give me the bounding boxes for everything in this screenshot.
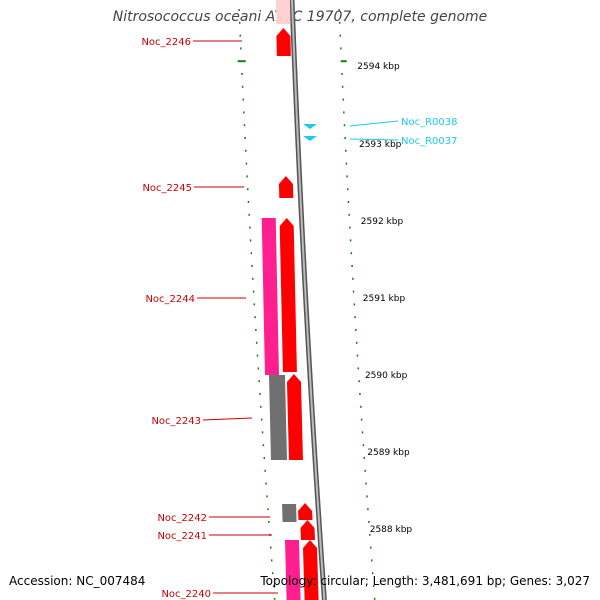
gene-label-Noc_2242: Noc_2242	[157, 513, 207, 524]
cds-block-2246	[276, 28, 291, 56]
scale-label-4: 2590 kbp	[365, 371, 408, 381]
cds-block-2244	[279, 218, 297, 372]
scale-label-1: 2593 kbp	[359, 140, 402, 150]
cds-block-2241	[300, 520, 315, 540]
scale-label-6: 2588 kbp	[370, 525, 413, 535]
cds-block-2240	[302, 540, 319, 600]
cds-block-2243	[286, 374, 303, 460]
trna-marker-R0038	[303, 124, 317, 129]
accession-text: Accession: NC_007484	[9, 574, 146, 588]
gene-label-Noc_R0037: Noc_R0037	[401, 136, 458, 147]
cds-block-pink-lower	[284, 540, 301, 600]
gene-label-Noc_2240: Noc_2240	[161, 589, 211, 600]
leader-line-Noc_R0037	[349, 138, 399, 141]
cds-block-2246-fade	[276, 0, 291, 24]
leader-line-Noc_2243	[202, 417, 253, 421]
gene-label-Noc_2246: Noc_2246	[141, 37, 191, 48]
trna-marker-R0037	[303, 136, 317, 141]
scale-label-3: 2591 kbp	[363, 294, 406, 304]
map-title: Nitrosococcus oceani ATCC 19707, complet…	[112, 9, 488, 25]
genome-summary-text: Topology: circular; Length: 3,481,691 bp…	[260, 574, 590, 588]
scale-label-2: 2592 kbp	[361, 217, 404, 227]
backbone-highlight	[291, 0, 326, 600]
cds-block-pink-upper	[261, 218, 279, 375]
cds-block-gray-small	[282, 504, 297, 522]
gene-label-Noc_2244: Noc_2244	[145, 294, 195, 305]
gene-label-Noc_2241: Noc_2241	[157, 531, 207, 542]
gene-label-Noc_2243: Noc_2243	[151, 416, 201, 427]
gene-label-Noc_2245: Noc_2245	[142, 183, 192, 194]
cds-block-gray	[268, 375, 287, 460]
cds-block-2245	[278, 176, 294, 198]
leader-line-Noc_R0038	[349, 120, 399, 127]
gene-label-Noc_R0038: Noc_R0038	[401, 117, 458, 128]
scale-label-5: 2589 kbp	[367, 448, 410, 458]
scale-label-0: 2594 kbp	[357, 62, 400, 72]
cds-block-2242	[298, 503, 313, 520]
